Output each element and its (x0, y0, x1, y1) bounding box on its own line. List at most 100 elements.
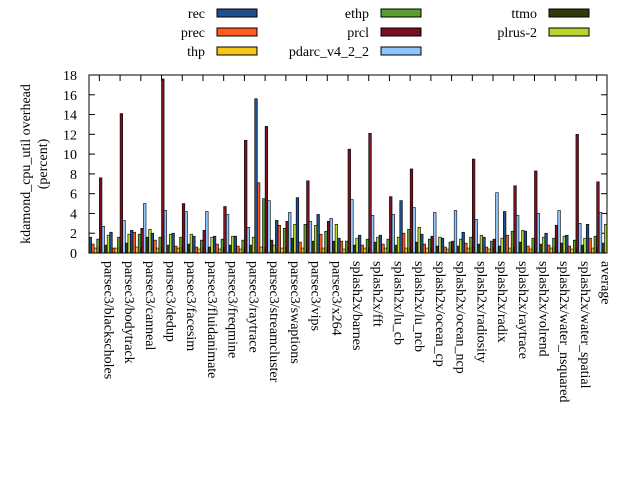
bar-rec-2 (130, 229, 134, 254)
bar-rec-10 (295, 197, 300, 254)
bar-pdarc_v4_2_2-14 (391, 214, 395, 254)
bar-prec-7 (236, 245, 240, 254)
x-tick-label: splash2x/volrend (535, 261, 550, 357)
bar-thp-16 (425, 247, 429, 254)
bar-prcl-7 (244, 139, 248, 254)
bar-prec-8 (257, 182, 261, 254)
bar-prec-21 (526, 245, 530, 254)
bar-pdarc_v4_2_2-17 (453, 210, 458, 254)
bar-prec-16 (422, 243, 426, 254)
bar-pdarc_v4_2_2-1 (122, 220, 126, 254)
legend-swatch-prec (216, 27, 258, 37)
bar-thp-5 (197, 248, 201, 254)
bar-prec-23 (567, 245, 572, 254)
plot-frame (88, 74, 608, 254)
bar-thp-12 (342, 248, 346, 254)
bar-thp-20 (508, 247, 512, 254)
bar-prec-18 (464, 242, 468, 254)
bar-ttmo-18 (477, 243, 481, 254)
x-tick-label: splash2x/radiosity (473, 261, 488, 363)
bar-rec-8 (254, 98, 258, 254)
bar-plrus-2-14 (396, 236, 401, 254)
bar-plrus-2-2 (148, 228, 152, 254)
bar-prcl-12 (347, 148, 351, 254)
bar-plrus-2-20 (521, 229, 525, 254)
bar-ttmo-14 (394, 244, 398, 254)
bar-pdarc_v4_2_2-10 (308, 221, 313, 254)
legend-label-plrus-2: plrus-2 (497, 26, 537, 41)
bar-prec-12 (339, 240, 344, 254)
bar-ttmo-5 (207, 246, 212, 254)
bar-plrus-2-13 (376, 236, 380, 254)
bar-rec-13 (358, 234, 362, 254)
bar-pdarc_v4_2_2-5 (205, 211, 209, 254)
bar-ttmo-12 (352, 244, 357, 254)
legend-label-prec: prec (181, 26, 205, 41)
legend: rec prec thp ethp prcl pdarc_v4_2_2 ttmo plrus-… (181, 7, 590, 60)
y-axis-label-line2: (percent) (36, 138, 51, 189)
bar-pdarc_v4_2_2-3 (163, 210, 168, 254)
bar-pdarc_v4_2_2-2 (143, 203, 147, 254)
x-tick-label: splash2x/water_spatial (577, 261, 592, 389)
bar-pdarc_v4_2_2-15 (412, 207, 416, 254)
bar-plrus-2-0 (106, 234, 111, 254)
x-tick-label: parsec3/blackscholes (100, 261, 115, 379)
bar-prcl-13 (368, 133, 372, 254)
bar-plrus-2-1 (127, 233, 131, 254)
bar-thp-13 (363, 247, 367, 254)
bar-thp-0 (93, 247, 98, 254)
plot-area: 0 2 4 6 8 10 12 14 16 18 parsec3/blackscholes parse… (63, 69, 613, 403)
bar-prcl-21 (534, 170, 538, 254)
bar-plrus-2-10 (314, 225, 318, 254)
x-tick-label: average (598, 261, 613, 305)
legend-swatch-plrus-2 (548, 27, 590, 37)
bar-ttmo-6 (228, 244, 232, 254)
bar-thp-6 (218, 248, 222, 254)
bar-prec-2 (132, 231, 136, 254)
bar-ttmo-2 (145, 236, 149, 254)
bar-prcl-15 (409, 168, 414, 254)
bar-prcl-24 (596, 181, 600, 254)
bar-plrus-2-8 (272, 244, 276, 254)
bar-prec-5 (194, 246, 199, 254)
bar-plrus-2-12 (355, 237, 359, 254)
bar-pdarc_v4_2_2-12 (350, 199, 354, 254)
bar-thp-18 (466, 247, 471, 254)
bar-pdarc_v4_2_2-20 (516, 215, 520, 254)
bar-pdarc_v4_2_2-18 (474, 219, 478, 254)
x-tick-label: splash2x/water_nsquared (556, 261, 571, 403)
bar-rec-4 (171, 232, 175, 254)
bar-ttmo-22 (560, 242, 564, 254)
bar-plrus-2-21 (541, 236, 546, 254)
legend-swatch-thp (216, 46, 258, 56)
bar-rec-15 (399, 200, 403, 254)
bar-ttmo-8 (270, 239, 274, 254)
x-tick-label: parsec3/swaptions (287, 261, 302, 364)
bar-plrus-2-15 (417, 226, 421, 254)
bar-pdarc_v4_2_2-16 (433, 212, 437, 254)
bar-prcl-14 (389, 196, 393, 254)
x-tick-label: parsec3/fluidanimate (204, 261, 219, 378)
bar-thp-10 (301, 247, 305, 254)
bar-prec-4 (174, 245, 178, 254)
bar-ttmo-1 (124, 242, 129, 254)
bar-prcl-23 (575, 134, 579, 254)
bar-plrus-2-23 (583, 237, 587, 254)
bar-plrus-2-17 (459, 238, 463, 254)
bar-prec-24 (588, 237, 592, 254)
bar-pdarc_v4_2_2-11 (329, 218, 333, 254)
bar-plrus-2-16 (438, 236, 442, 254)
bar-rec-9 (275, 220, 279, 254)
bar-thp-14 (383, 247, 388, 254)
bar-rec-16 (420, 233, 424, 254)
bar-plrus-2-6 (231, 235, 235, 254)
y-tick-label: 16 (63, 89, 77, 104)
bar-thp-24 (591, 247, 595, 254)
bar-plrus-2-11 (334, 224, 338, 254)
legend-label-thp: thp (187, 45, 205, 60)
x-tick-label: splash2x/barnes (349, 261, 364, 350)
x-tick-label: parsec3/canneal (142, 261, 157, 350)
bar-ttmo-10 (311, 240, 315, 254)
bar-rec-1 (109, 231, 113, 254)
